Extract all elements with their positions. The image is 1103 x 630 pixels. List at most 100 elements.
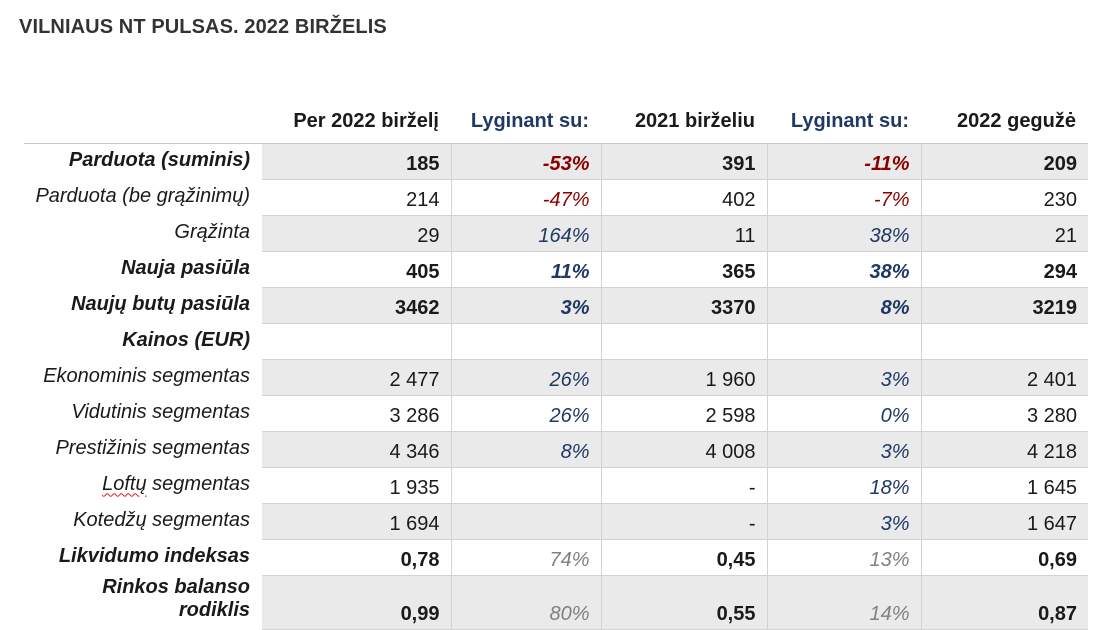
cell-last-year: 1 960 — [601, 359, 768, 396]
table-row: Parduota (suminis) 185 -53% 391 -11% 209 — [24, 143, 1088, 180]
cell-last-year: 391 — [601, 143, 768, 180]
cell-last-month: 3219 — [921, 287, 1088, 324]
header-compare-2: Lyginant su: — [767, 92, 921, 144]
cell-last-month: 3 280 — [921, 395, 1088, 432]
cell-last-month: 209 — [921, 143, 1088, 180]
cell-current: 0,99 — [262, 575, 452, 630]
cell-last-year: - — [601, 467, 768, 504]
table-row: Naujų butų pasiūla 3462 3% 3370 8% 3219 — [24, 287, 1088, 324]
cell-current: 0,78 — [262, 539, 452, 576]
cell-last-year: 402 — [601, 179, 768, 216]
cell-change-2: 13% — [767, 539, 922, 576]
header-last-year: 2021 birželiu — [601, 92, 767, 144]
cell-last-year: 3370 — [601, 287, 768, 324]
cell-last-month: 0,69 — [921, 539, 1088, 576]
row-label: Loftų segmentas — [24, 467, 262, 504]
cell-change-1: -47% — [451, 179, 602, 216]
row-label: Parduota (suminis) — [24, 143, 262, 180]
page-title: VILNIAUS NT PULSAS. 2022 BIRŽELIS — [19, 16, 387, 38]
row-label: Rinkos balanso rodiklis — [24, 575, 262, 630]
row-label: Parduota (be grąžinimų) — [24, 179, 262, 216]
cell-change-1: 8% — [451, 431, 602, 468]
cell-last-year: 365 — [601, 251, 768, 288]
cell-last-year: 11 — [601, 215, 768, 252]
cell-current: 185 — [262, 143, 452, 180]
table-row: Parduota (be grąžinimų) 214 -47% 402 -7%… — [24, 179, 1088, 216]
cell-last-year: 4 008 — [601, 431, 768, 468]
cell-current: 1 935 — [262, 467, 452, 504]
cell-change-1: 80% — [451, 575, 602, 630]
cell-current: 2 477 — [262, 359, 452, 396]
cell-change-2 — [767, 323, 922, 360]
cell-last-year: - — [601, 503, 768, 540]
table-row: Kotedžų segmentas 1 694 - 3% 1 647 — [24, 503, 1088, 540]
table-row: Prestižinis segmentas 4 346 8% 4 008 3% … — [24, 431, 1088, 468]
table-row: Loftų segmentas 1 935 - 18% 1 645 — [24, 467, 1088, 504]
cell-current: 4 346 — [262, 431, 452, 468]
cell-change-2: 38% — [767, 215, 922, 252]
row-label: Grąžinta — [24, 215, 262, 252]
cell-last-month: 2 401 — [921, 359, 1088, 396]
header-blank — [24, 92, 262, 144]
row-label: Vidutinis segmentas — [24, 395, 262, 432]
cell-last-month: 21 — [921, 215, 1088, 252]
table-row: Ekonominis segmentas 2 477 26% 1 960 3% … — [24, 359, 1088, 396]
cell-change-1: 26% — [451, 395, 602, 432]
row-label: Kotedžų segmentas — [24, 503, 262, 540]
cell-current: 214 — [262, 179, 452, 216]
cell-last-year: 0,45 — [601, 539, 768, 576]
row-label: Ekonominis segmentas — [24, 359, 262, 396]
cell-change-1: 74% — [451, 539, 602, 576]
row-label: Likvidumo indeksas — [24, 539, 262, 576]
cell-last-month: 1 647 — [921, 503, 1088, 540]
cell-current: 3462 — [262, 287, 452, 324]
cell-change-2: -7% — [767, 179, 922, 216]
cell-last-year — [601, 323, 768, 360]
cell-change-2: 14% — [767, 575, 922, 630]
cell-change-2: 18% — [767, 467, 922, 504]
cell-last-month: 230 — [921, 179, 1088, 216]
cell-last-year: 0,55 — [601, 575, 768, 630]
cell-last-month: 0,87 — [921, 575, 1088, 630]
row-label: Kainos (EUR) — [24, 323, 262, 360]
cell-last-month: 294 — [921, 251, 1088, 288]
cell-change-2: 8% — [767, 287, 922, 324]
cell-change-1: 26% — [451, 359, 602, 396]
market-pulse-table: Per 2022 birželį Lyginant su: 2021 birže… — [24, 92, 1088, 630]
header-compare-1: Lyginant su: — [451, 92, 601, 144]
cell-current: 405 — [262, 251, 452, 288]
cell-change-1 — [451, 503, 602, 540]
cell-change-1: 11% — [451, 251, 602, 288]
cell-last-month: 1 645 — [921, 467, 1088, 504]
table-row: Vidutinis segmentas 3 286 26% 2 598 0% 3… — [24, 395, 1088, 432]
cell-current: 3 286 — [262, 395, 452, 432]
cell-current: 1 694 — [262, 503, 452, 540]
cell-change-2: 0% — [767, 395, 922, 432]
cell-change-2: 38% — [767, 251, 922, 288]
header-last-month: 2022 gegužė — [921, 92, 1088, 144]
table-row: Grąžinta 29 164% 11 38% 21 — [24, 215, 1088, 252]
row-label-rest: segmentas — [146, 472, 250, 495]
row-label: Nauja pasiūla — [24, 251, 262, 288]
cell-change-1: 3% — [451, 287, 602, 324]
table-row: Rinkos balanso rodiklis 0,99 80% 0,55 14… — [24, 575, 1088, 630]
cell-change-2: -11% — [767, 143, 922, 180]
table-row: Likvidumo indeksas 0,78 74% 0,45 13% 0,6… — [24, 539, 1088, 576]
table-row: Nauja pasiūla 405 11% 365 38% 294 — [24, 251, 1088, 288]
cell-change-2: 3% — [767, 359, 922, 396]
spellcheck-word: Loftų — [102, 472, 147, 495]
cell-change-1: 164% — [451, 215, 602, 252]
cell-current — [262, 323, 452, 360]
row-label: Prestižinis segmentas — [24, 431, 262, 468]
cell-last-year: 2 598 — [601, 395, 768, 432]
cell-last-month: 4 218 — [921, 431, 1088, 468]
cell-change-1 — [451, 323, 602, 360]
table-row: Kainos (EUR) — [24, 323, 1088, 360]
cell-change-2: 3% — [767, 431, 922, 468]
cell-change-2: 3% — [767, 503, 922, 540]
header-row: Per 2022 birželį Lyginant su: 2021 birže… — [24, 92, 1088, 144]
cell-change-1 — [451, 467, 602, 504]
header-current: Per 2022 birželį — [262, 92, 451, 144]
cell-current: 29 — [262, 215, 452, 252]
cell-change-1: -53% — [451, 143, 602, 180]
